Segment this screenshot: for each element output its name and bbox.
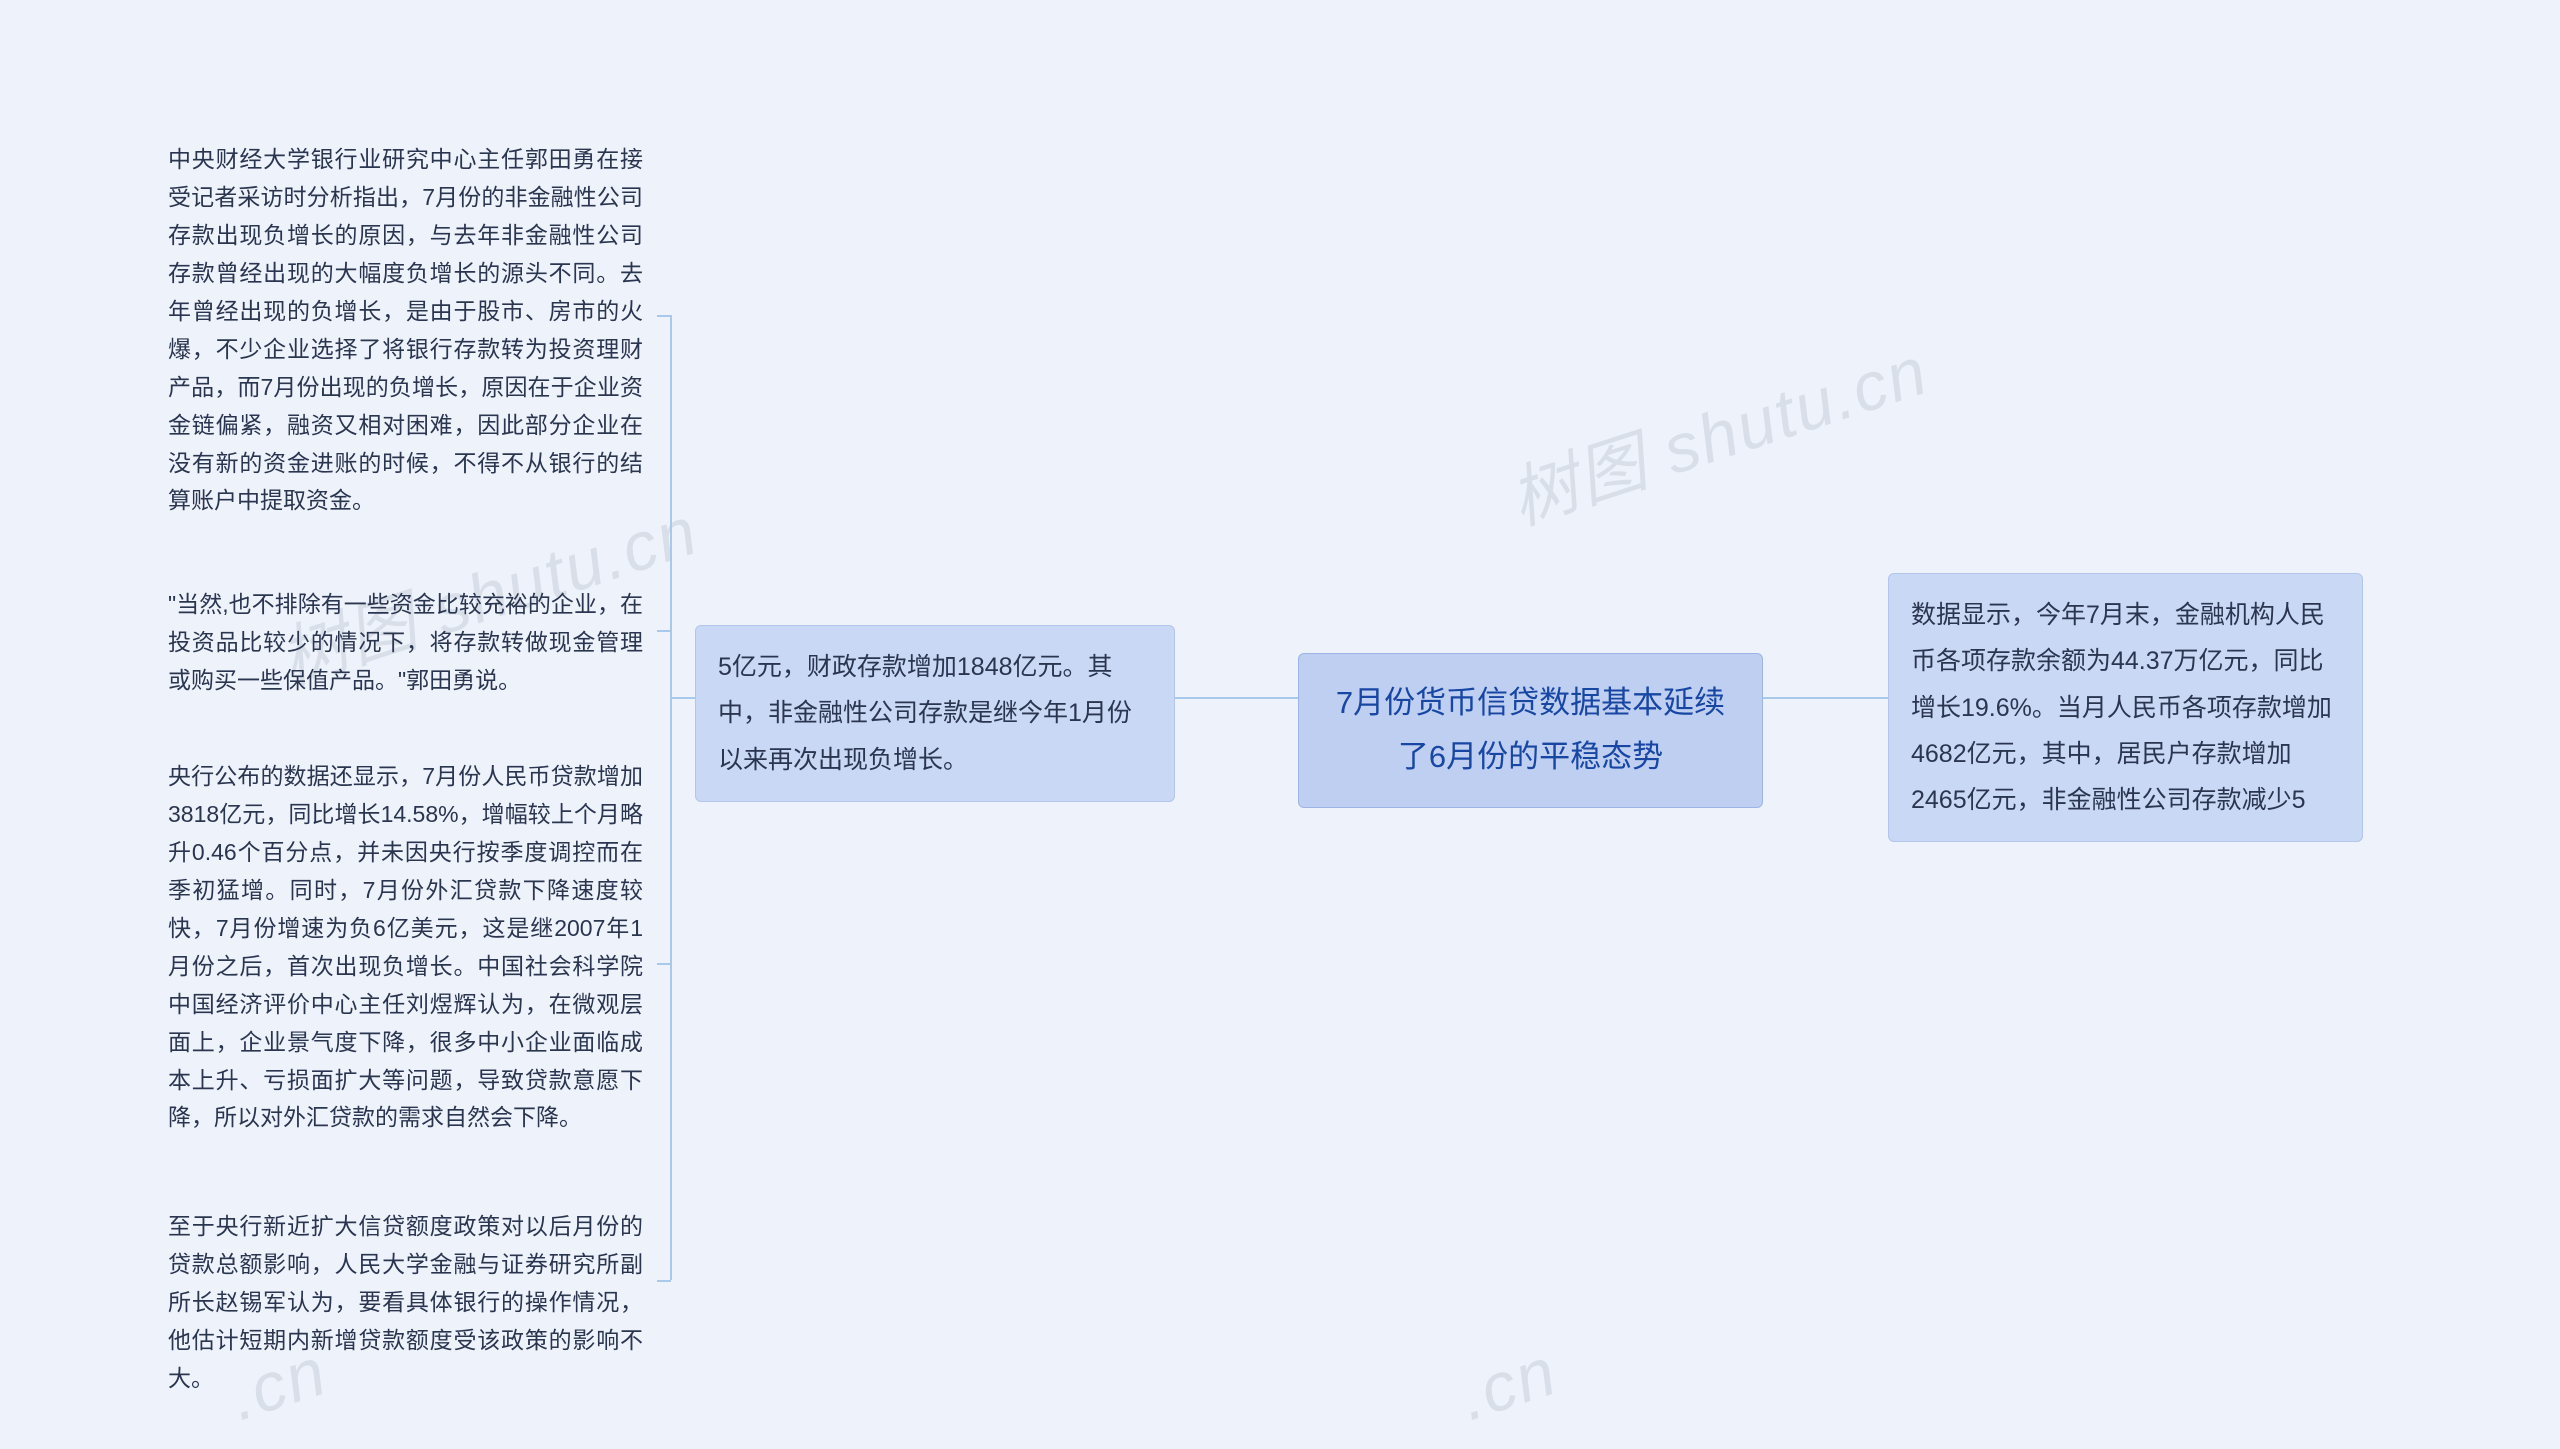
- leaf-node[interactable]: 央行公布的数据还显示，7月份人民币贷款增加3818亿元，同比增长14.58%，增…: [158, 750, 653, 1145]
- leaf-node[interactable]: "当然,也不排除有一些资金比较充裕的企业，在投资品比较少的情况下，将存款转做现金…: [158, 578, 653, 708]
- connector: [1175, 697, 1298, 699]
- center-node-label: 7月份货币信贷数据基本延续了6月份的平稳态势: [1336, 685, 1725, 774]
- watermark: .cn: [1450, 1332, 1566, 1436]
- connector: [1763, 697, 1888, 699]
- center-node[interactable]: 7月份货币信贷数据基本延续了6月份的平稳态势: [1298, 653, 1763, 808]
- bracket: [670, 315, 672, 1280]
- leaf-node[interactable]: 至于央行新近扩大信贷额度政策对以后月份的贷款总额影响，人民大学金融与证券研究所副…: [158, 1200, 653, 1406]
- left-main-node[interactable]: 5亿元，财政存款增加1848亿元。其中，非金融性公司存款是继今年1月份以来再次出…: [695, 625, 1175, 802]
- right-node-label: 数据显示，今年7月末，金融机构人民币各项存款余额为44.37万亿元，同比增长19…: [1911, 601, 2332, 814]
- bracket-stub: [657, 963, 671, 965]
- bracket-stub: [657, 1280, 671, 1282]
- watermark: 树图 shutu.cn: [1495, 315, 1938, 543]
- mindmap-canvas: 树图 shutu.cn 树图 shutu.cn .cn .cn 7月份货币信贷数…: [0, 0, 2560, 1449]
- leaf-label: 至于央行新近扩大信贷额度政策对以后月份的贷款总额影响，人民大学金融与证券研究所副…: [168, 1213, 643, 1391]
- bracket-stub: [657, 315, 671, 317]
- right-node[interactable]: 数据显示，今年7月末，金融机构人民币各项存款余额为44.37万亿元，同比增长19…: [1888, 573, 2363, 842]
- bracket-stub: [657, 630, 671, 632]
- leaf-label: "当然,也不排除有一些资金比较充裕的企业，在投资品比较少的情况下，将存款转做现金…: [168, 591, 643, 693]
- connector: [670, 697, 695, 699]
- leaf-label: 中央财经大学银行业研究中心主任郭田勇在接受记者采访时分析指出，7月份的非金融性公…: [168, 146, 643, 513]
- leaf-label: 央行公布的数据还显示，7月份人民币贷款增加3818亿元，同比增长14.58%，增…: [168, 763, 643, 1130]
- left-main-node-label: 5亿元，财政存款增加1848亿元。其中，非金融性公司存款是继今年1月份以来再次出…: [718, 653, 1132, 774]
- leaf-node[interactable]: 中央财经大学银行业研究中心主任郭田勇在接受记者采访时分析指出，7月份的非金融性公…: [158, 133, 653, 528]
